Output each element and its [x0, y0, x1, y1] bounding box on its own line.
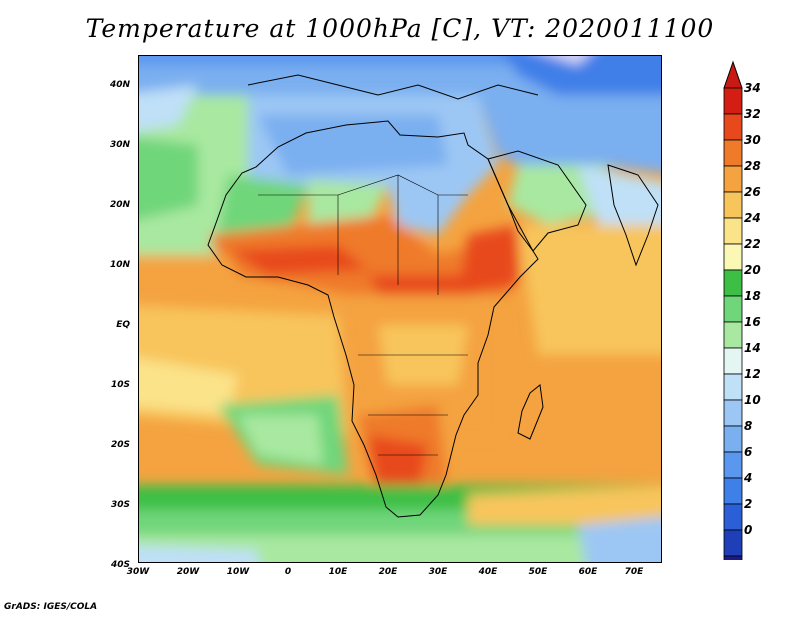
colorbar-band [723, 269, 743, 297]
arabia-coastline [487, 150, 587, 252]
colorbar-label-14: 14 [744, 341, 761, 355]
temperature-field [138, 55, 662, 563]
lat-tick-eq: EQ [116, 320, 130, 330]
colorbar-band [723, 425, 743, 453]
colorbar-band [723, 399, 743, 427]
lon-tick-40e: 40E [478, 567, 498, 577]
colorbar-band [723, 295, 743, 323]
colorbar-band [723, 87, 743, 115]
colorbar-band [723, 347, 743, 375]
colorbar-label-16: 16 [744, 315, 761, 329]
colorbar-label-34: 34 [744, 81, 761, 95]
colorbar-band [723, 373, 743, 401]
lat-tick-20s: 20S [110, 440, 130, 450]
colorbar [723, 60, 743, 560]
temperature-map [138, 55, 662, 563]
europe-coastline [247, 74, 539, 100]
colorbar-label-0: 0 [744, 523, 753, 537]
colorbar-band [723, 503, 743, 531]
grads-credit: GrADS: IGES/COLA [4, 602, 98, 612]
colorbar-band [723, 113, 743, 141]
colorbar-over-triangle [723, 60, 743, 89]
lat-tick-40s: 40S [110, 560, 130, 570]
colorbar-label-20: 20 [744, 263, 761, 277]
india-coastline [607, 164, 659, 267]
colorbar-band [723, 529, 743, 557]
colorbar-label-18: 18 [744, 289, 761, 303]
lon-tick-10w: 10W [226, 567, 250, 577]
lat-tick-20n: 20N [109, 200, 130, 210]
lon-tick-20e: 20E [378, 567, 398, 577]
colorbar-label-22: 22 [744, 237, 761, 251]
lat-tick-40n: 40N [109, 80, 130, 90]
colorbar-label-26: 26 [744, 185, 761, 199]
colorbar-label-8: 8 [744, 419, 753, 433]
country-borders [258, 174, 468, 456]
colorbar-label-2: 2 [744, 497, 753, 511]
colorbar-band [723, 165, 743, 193]
colorbar-band [723, 243, 743, 271]
map-title: Temperature at 1000hPa [C], VT: 20200111… [85, 14, 715, 43]
lon-tick-0: 0 [284, 567, 292, 577]
lat-tick-30s: 30S [110, 500, 130, 510]
lon-tick-30w: 30W [126, 567, 150, 577]
lat-tick-30n: 30N [109, 140, 130, 150]
colorbar-label-10: 10 [744, 393, 761, 407]
colorbar-band [723, 477, 743, 505]
colorbar-label-32: 32 [744, 107, 761, 121]
lat-tick-10n: 10N [109, 260, 130, 270]
colorbar-label-12: 12 [744, 367, 761, 381]
colorbar-label-24: 24 [744, 211, 761, 225]
colorbar-label-4: 4 [744, 471, 753, 485]
lon-tick-20w: 20W [176, 567, 200, 577]
colorbar-label-6: 6 [744, 445, 753, 459]
lon-tick-60e: 60E [578, 567, 598, 577]
colorbar-band [723, 217, 743, 245]
colorbar-band [723, 555, 743, 560]
colorbar-band [723, 321, 743, 349]
colorbar-label-30: 30 [744, 133, 761, 147]
lat-tick-10s: 10S [110, 380, 130, 390]
madagascar-coastline [517, 384, 544, 440]
lon-tick-70e: 70E [624, 567, 644, 577]
colorbar-band [723, 191, 743, 219]
lon-tick-30e: 30E [428, 567, 448, 577]
lon-tick-50e: 50E [528, 567, 548, 577]
lon-tick-10e: 10E [328, 567, 348, 577]
colorbar-band [723, 451, 743, 479]
colorbar-band [723, 139, 743, 167]
africa-coastline [207, 120, 539, 518]
colorbar-label-28: 28 [744, 159, 761, 173]
